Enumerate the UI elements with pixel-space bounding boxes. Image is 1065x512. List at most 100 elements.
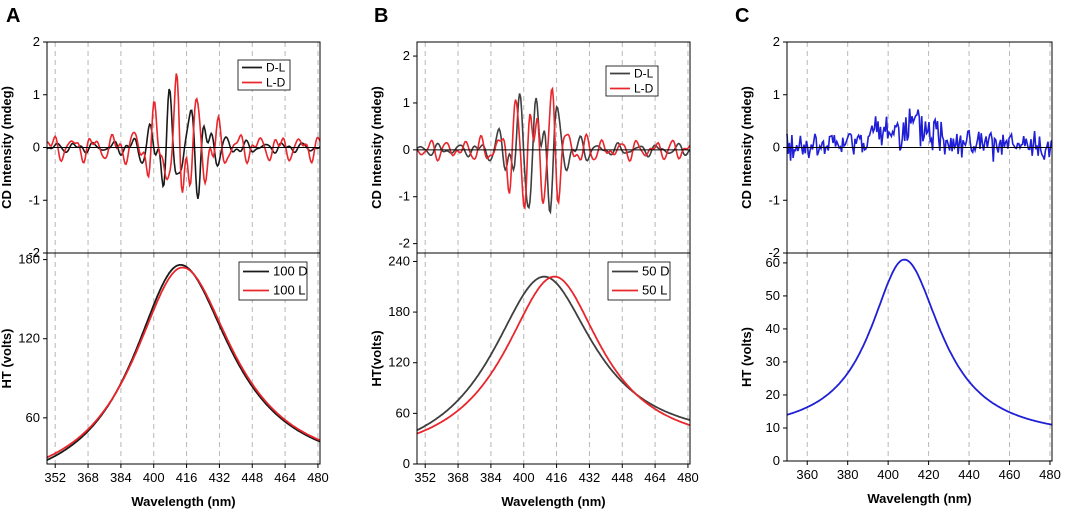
x-tick-label: 448 xyxy=(611,470,633,485)
y-tick-label: 2 xyxy=(773,34,780,49)
legend-label: 100 D xyxy=(273,264,308,279)
x-tick-label: 368 xyxy=(77,470,99,485)
x-tick-label: 400 xyxy=(513,470,535,485)
x-tick-label: 448 xyxy=(241,470,263,485)
x-tick-label: 420 xyxy=(918,467,940,482)
legend-label: L-D xyxy=(634,82,654,96)
x-tick-label: 384 xyxy=(110,470,132,485)
legend-box xyxy=(238,261,308,301)
y-tick-label: 240 xyxy=(388,253,410,268)
x-axis-label: Wavelength (nm) xyxy=(867,491,971,506)
y-axis-label: HT (volts) xyxy=(739,327,754,387)
x-tick-label: 460 xyxy=(999,467,1021,482)
y-tick-label: 10 xyxy=(766,420,780,435)
y-axis-label: CD Intensity (mdeg) xyxy=(739,86,754,209)
y-tick-label: -1 xyxy=(768,192,780,207)
x-tick-label: 480 xyxy=(307,470,329,485)
y-tick-label: 1 xyxy=(773,87,780,102)
y-tick-label: -1 xyxy=(398,189,410,204)
y-tick-label: -2 xyxy=(768,245,780,260)
chart-B-top: -2 -1 0 1 2 CD Intensity (mdeg) D-LL-D xyxy=(369,41,691,257)
chart-B-bottom: 0 60 120 180 240 352 368 384 400 416 432 448 464 480 H… xyxy=(369,252,699,509)
legend-label: L-D xyxy=(266,76,286,90)
x-axis-label: Wavelength (nm) xyxy=(501,494,605,509)
x-tick-label: 440 xyxy=(958,467,980,482)
y-tick-label: 0 xyxy=(773,453,780,468)
x-tick-label: 416 xyxy=(176,470,198,485)
legend: D-LL-D xyxy=(237,59,291,91)
legend: 100 D 100 L xyxy=(238,261,308,301)
x-tick-label: 464 xyxy=(644,470,666,485)
chart-A-bottom: 60 120 180 352 368 384 400 416 432 448 464 480 HT (v… xyxy=(0,252,329,509)
y-tick-label: 20 xyxy=(766,387,780,402)
y-tick-label: 30 xyxy=(766,354,780,369)
panel-A-label: A xyxy=(6,5,20,27)
x-tick-label: 380 xyxy=(837,467,859,482)
y-tick-label: 180 xyxy=(18,252,40,267)
legend-label: D-L xyxy=(634,67,654,81)
plot-frame xyxy=(46,252,321,465)
legend-label: 100 L xyxy=(273,283,306,298)
series-line-50-D xyxy=(416,275,691,432)
y-tick-label: 1 xyxy=(33,87,40,102)
y-tick-label: 2 xyxy=(33,34,40,49)
y-tick-label: 50 xyxy=(766,288,780,303)
y-tick-label: 60 xyxy=(766,255,780,270)
legend-label: D-L xyxy=(266,61,286,75)
y-tick-label: 0 xyxy=(403,142,410,157)
panel-B-label: B xyxy=(374,5,388,27)
chart-A-top: -2 -1 0 1 2 CD Intensity (mdeg) D-LL-D xyxy=(0,34,321,260)
series-line-50-L xyxy=(416,275,691,435)
x-tick-label: 480 xyxy=(677,470,699,485)
legend-label: 50 D xyxy=(642,264,669,279)
plot-frame xyxy=(786,252,1053,462)
y-tick-label: 60 xyxy=(26,410,40,425)
y-axis-label: HT(volts) xyxy=(369,330,384,386)
x-tick-label: 352 xyxy=(414,470,436,485)
series-line-CD xyxy=(786,108,1053,162)
x-tick-label: 480 xyxy=(1039,467,1061,482)
panel-C-label: C xyxy=(735,5,749,27)
x-tick-label: 432 xyxy=(209,470,231,485)
x-tick-label: 352 xyxy=(44,470,66,485)
series-line-L-D xyxy=(416,86,691,211)
series-line-100-L xyxy=(46,266,321,459)
series-line-100-D xyxy=(46,264,321,461)
x-tick-label: 400 xyxy=(143,470,165,485)
x-tick-label: 384 xyxy=(480,470,502,485)
y-tick-label: 2 xyxy=(403,48,410,63)
y-tick-label: 0 xyxy=(773,140,780,155)
legend: D-LL-D xyxy=(605,65,659,97)
chart-C-top: -2 -1 0 1 2 CD Intensity (mdeg) xyxy=(739,34,1053,260)
legend-box xyxy=(607,261,671,301)
y-tick-label: 40 xyxy=(766,321,780,336)
y-tick-label: -2 xyxy=(398,236,410,251)
y-tick-label: 1 xyxy=(403,95,410,110)
y-axis-label: CD Intensity (mdeg) xyxy=(0,86,14,209)
x-axis-label: Wavelength (nm) xyxy=(131,494,235,509)
y-tick-label: 120 xyxy=(18,331,40,346)
y-axis-label: HT (volts) xyxy=(0,329,14,389)
y-tick-label: -1 xyxy=(28,192,40,207)
y-tick-label: 120 xyxy=(388,355,410,370)
legend-box xyxy=(605,65,659,97)
x-tick-label: 360 xyxy=(796,467,818,482)
legend: 50 D 50 L xyxy=(607,261,671,301)
legend-label: 50 L xyxy=(642,283,667,298)
series-line-HT xyxy=(786,258,1053,426)
y-tick-label: 0 xyxy=(403,456,410,471)
x-tick-label: 400 xyxy=(877,467,899,482)
series-line-L-D xyxy=(46,73,321,193)
x-tick-label: 416 xyxy=(546,470,568,485)
x-tick-label: 368 xyxy=(447,470,469,485)
y-tick-label: 60 xyxy=(396,405,410,420)
y-tick-label: 0 xyxy=(33,140,40,155)
y-tick-label: -2 xyxy=(28,245,40,260)
legend-box xyxy=(237,59,291,91)
plot-frame xyxy=(416,252,691,465)
y-tick-label: 180 xyxy=(388,304,410,319)
chart-C-bottom: 0 10 20 30 40 50 60 360 380 400 420 440 460 480 HT (vo… xyxy=(739,252,1061,506)
y-axis-label: CD Intensity (mdeg) xyxy=(369,86,384,209)
x-tick-label: 432 xyxy=(579,470,601,485)
